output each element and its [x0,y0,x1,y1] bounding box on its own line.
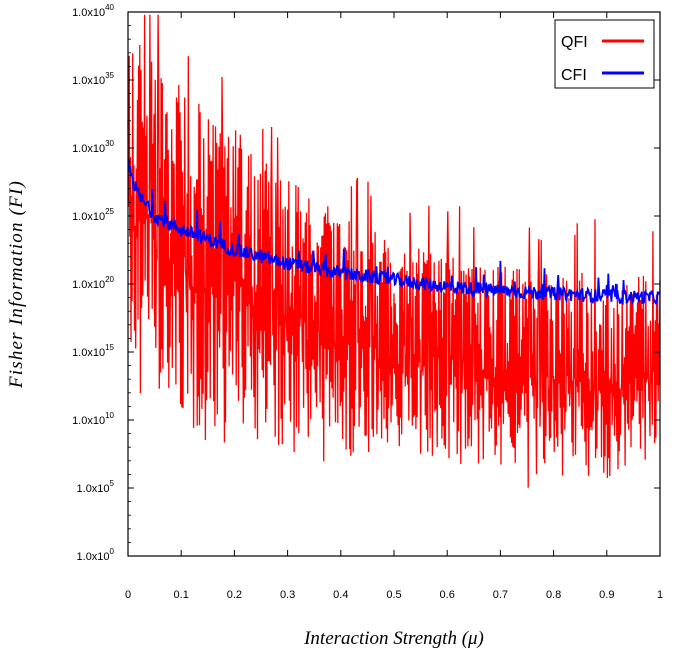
y-tick-label: 1.0x1010 [72,411,114,427]
legend: QFI CFI [554,19,655,89]
legend-label-cfi: CFI [561,67,587,84]
y-tick-label: 1.0x1020 [72,275,114,291]
x-tick-label: 0 [125,589,131,601]
y-tick-label: 1.0x1015 [72,343,114,359]
x-tick-label: 0.4 [333,589,348,601]
series-line-qfi [127,14,661,488]
tick-layer [127,11,661,557]
legend-label-qfi: QFI [561,34,588,51]
legend-box [554,19,655,89]
y-tick-label: 1.0x1030 [72,139,114,155]
x-tick-label: 0.7 [493,589,508,601]
y-tick-label: 1.0x1035 [72,71,114,87]
series-layer [127,14,661,488]
y-tick-labels: 1.0x100 1.0x105 1.0x1010 1.0x1015 1.0x1020 1.… [72,3,114,563]
x-tick-label: 1 [657,589,663,601]
y-tick-label: 1.0x1025 [72,207,114,223]
y-tick-label: 1.0x105 [77,479,115,495]
x-tick-label: 0.1 [174,589,189,601]
y-axis-title: Fisher Information (FI) [6,180,27,389]
x-tick-label: 0.6 [440,589,455,601]
x-axis-title: Interaction Strength (μ) [303,628,484,649]
x-tick-label: 0.9 [599,589,614,601]
series-line-cfi [127,158,661,306]
x-tick-label: 0.8 [546,589,561,601]
x-tick-label: 0.3 [280,589,295,601]
x-tick-labels: 0 0.1 0.2 0.3 0.4 0.5 0.6 0.7 0.8 0.9 1 [125,589,663,601]
y-tick-label: 1.0x100 [77,547,115,563]
x-tick-label: 0.5 [386,589,401,601]
x-tick-label: 0.2 [227,589,242,601]
y-tick-label: 1.0x1040 [72,3,114,19]
